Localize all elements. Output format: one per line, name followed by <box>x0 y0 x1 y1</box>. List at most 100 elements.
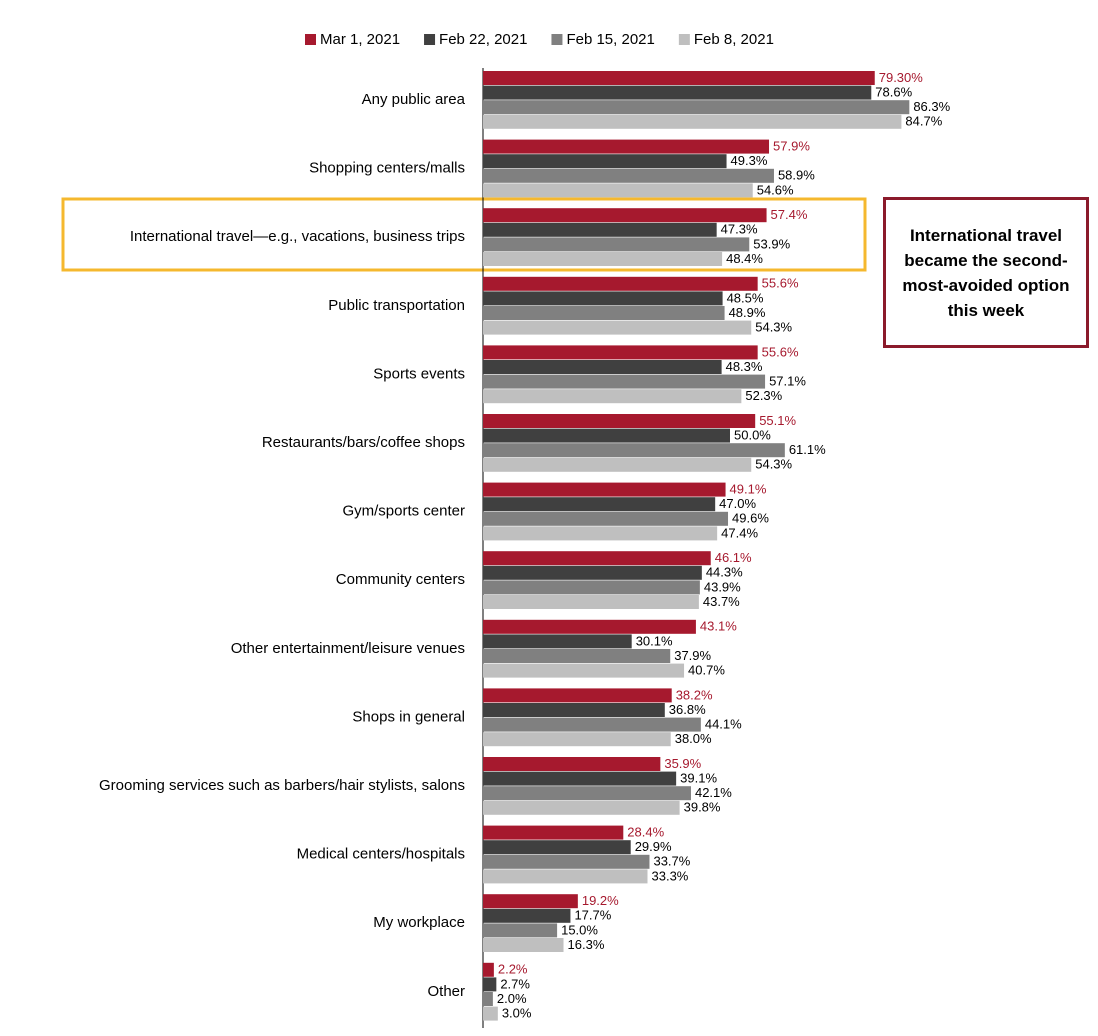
bar <box>483 595 699 609</box>
bar <box>483 1006 498 1021</box>
bar <box>483 840 631 855</box>
category-label: Restaurants/bars/coffee shops <box>262 434 465 451</box>
value-label: 2.0% <box>497 991 527 1006</box>
value-label: 48.9% <box>729 305 766 320</box>
value-label: 36.8% <box>669 702 706 717</box>
bar <box>483 71 875 85</box>
value-label: 57.1% <box>769 374 806 389</box>
category-label: Other <box>427 983 465 1000</box>
category-label: Community centers <box>336 571 465 588</box>
bar <box>483 962 494 977</box>
bar <box>483 139 770 154</box>
value-label: 47.0% <box>719 496 756 511</box>
value-label: 39.8% <box>684 800 721 815</box>
value-label: 48.5% <box>727 290 764 305</box>
value-label: 84.7% <box>905 114 942 129</box>
legend-label: Feb 15, 2021 <box>566 31 654 48</box>
value-label: 54.3% <box>755 457 792 472</box>
value-label: 50.0% <box>734 428 771 443</box>
value-label: 49.6% <box>732 511 769 526</box>
highlight-box <box>61 197 867 272</box>
bar <box>483 222 717 237</box>
bar <box>483 786 691 801</box>
bar <box>483 869 648 884</box>
bar <box>483 154 727 169</box>
category-label: Sports events <box>373 365 465 382</box>
category-label: Other entertainment/leisure venues <box>231 640 465 657</box>
value-label: 57.9% <box>773 139 810 154</box>
value-label: 58.9% <box>778 168 815 183</box>
value-label: 46.1% <box>715 550 752 565</box>
value-label: 16.3% <box>568 937 605 952</box>
category-label: Medical centers/hospitals <box>297 846 465 863</box>
bar <box>483 938 564 952</box>
value-label: 29.9% <box>635 839 672 854</box>
category-label: International travel—e.g., vacations, bu… <box>130 228 465 245</box>
value-label: 86.3% <box>913 99 950 114</box>
value-label: 44.1% <box>705 717 742 732</box>
bar <box>483 374 766 389</box>
bar <box>483 457 752 472</box>
bar <box>483 732 671 747</box>
value-label: 17.7% <box>574 908 611 923</box>
bar <box>483 360 722 374</box>
legend-label: Feb 8, 2021 <box>694 31 774 48</box>
bar <box>483 717 701 732</box>
bar <box>483 306 725 320</box>
bar <box>483 100 910 115</box>
value-label: 35.9% <box>664 756 701 771</box>
bar <box>483 565 702 580</box>
bar <box>483 183 753 198</box>
bar <box>483 854 650 869</box>
value-label: 33.3% <box>652 868 689 883</box>
value-label: 54.3% <box>755 320 792 335</box>
bar <box>483 276 758 291</box>
value-label: 37.9% <box>674 648 711 663</box>
legend-swatch <box>305 34 316 45</box>
bar <box>483 771 677 786</box>
bar <box>483 237 750 252</box>
value-label: 44.3% <box>706 565 743 580</box>
annotation: International travel became the second-m… <box>883 197 1089 348</box>
value-label: 42.1% <box>695 785 732 800</box>
bar <box>483 800 680 815</box>
bar <box>483 497 716 512</box>
category-label: Shopping centers/malls <box>309 160 465 177</box>
bar <box>483 703 665 717</box>
value-label: 48.3% <box>726 359 763 374</box>
value-label: 54.6% <box>757 182 794 197</box>
value-label: 55.6% <box>762 344 799 359</box>
bar <box>483 825 624 840</box>
bar <box>483 114 902 129</box>
value-label: 19.2% <box>582 893 619 908</box>
value-label: 3.0% <box>502 1006 532 1021</box>
bar <box>483 428 730 443</box>
bar <box>483 291 723 306</box>
legend-label: Mar 1, 2021 <box>320 31 400 48</box>
category-label: Public transportation <box>328 297 465 314</box>
bar <box>483 389 742 404</box>
category-label: Shops in general <box>352 708 465 725</box>
value-label: 30.1% <box>636 633 673 648</box>
bar <box>483 345 758 360</box>
value-label: 38.2% <box>676 687 713 702</box>
value-label: 48.4% <box>726 251 763 266</box>
value-label: 40.7% <box>688 663 725 678</box>
bar <box>483 208 767 223</box>
legend-swatch <box>678 34 690 45</box>
bar <box>483 580 700 595</box>
value-label: 39.1% <box>680 771 717 786</box>
value-label: 43.9% <box>704 579 741 594</box>
category-label: Grooming services such as barbers/hair s… <box>99 777 465 794</box>
value-label: 52.3% <box>745 388 782 403</box>
category-label: Any public area <box>362 91 466 108</box>
bar <box>483 482 726 497</box>
category-label: Gym/sports center <box>342 503 465 520</box>
bar <box>483 551 711 566</box>
bar <box>483 414 756 428</box>
legend-swatch <box>424 34 436 45</box>
value-label: 38.0% <box>675 731 712 746</box>
bar <box>483 908 571 923</box>
